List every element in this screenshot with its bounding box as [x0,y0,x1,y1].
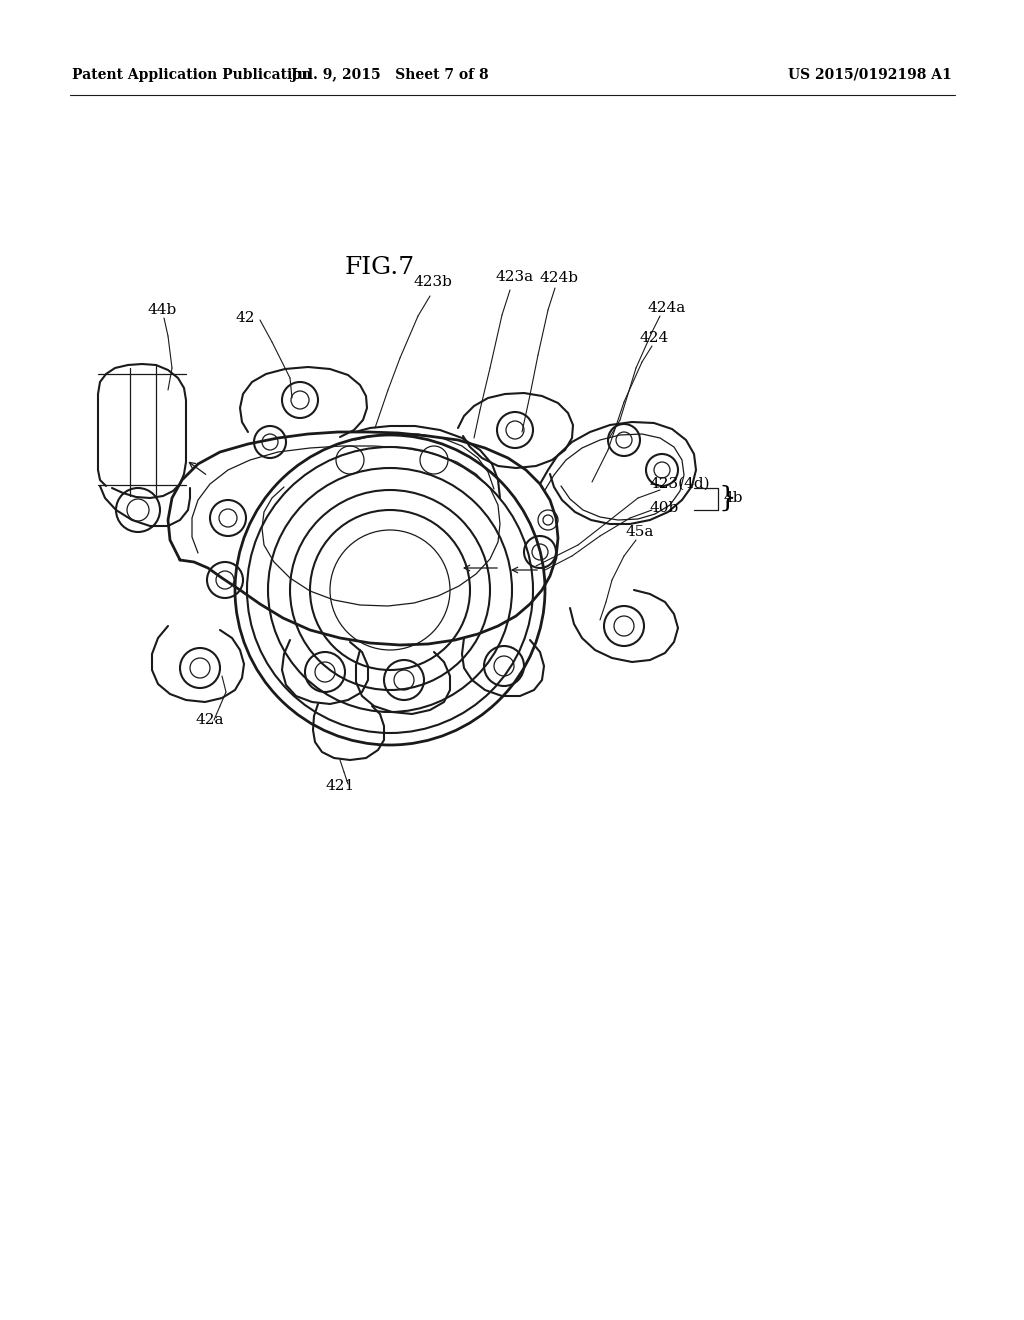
Text: }: } [718,484,736,511]
Text: 4b: 4b [724,491,743,506]
Text: 44b: 44b [148,304,177,317]
Text: 423(4d): 423(4d) [650,477,711,491]
Text: US 2015/0192198 A1: US 2015/0192198 A1 [788,69,952,82]
Text: 423a: 423a [495,271,534,284]
Text: Jul. 9, 2015   Sheet 7 of 8: Jul. 9, 2015 Sheet 7 of 8 [291,69,488,82]
Text: 424: 424 [640,331,670,345]
Text: Patent Application Publication: Patent Application Publication [72,69,311,82]
Text: 42: 42 [236,312,256,325]
Text: 42a: 42a [196,713,224,727]
Text: 40b: 40b [650,502,679,515]
Text: 424b: 424b [540,271,579,285]
Text: 424a: 424a [648,301,686,315]
Text: 45a: 45a [625,525,653,539]
Text: 421: 421 [326,779,355,793]
Text: FIG.7: FIG.7 [345,256,415,280]
Text: 423b: 423b [414,275,453,289]
